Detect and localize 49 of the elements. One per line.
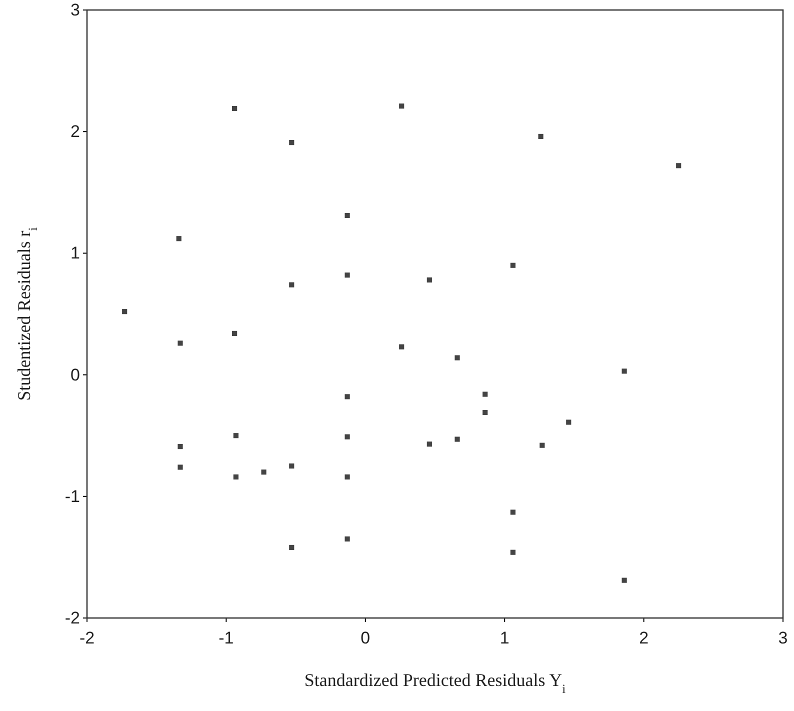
point [176, 236, 182, 242]
point [510, 550, 516, 555]
point [233, 433, 238, 438]
y-tick-label: 2 [70, 122, 80, 142]
point [566, 420, 572, 425]
point [426, 442, 432, 447]
point [178, 464, 183, 470]
x-tick-label: 2 [639, 628, 649, 648]
y-tick-label: -1 [64, 486, 80, 506]
point [178, 340, 183, 346]
point [289, 463, 294, 469]
y-tick-label: -2 [64, 608, 80, 628]
point [232, 330, 238, 336]
point [289, 544, 294, 550]
point [426, 277, 432, 282]
y-tick-label: 1 [70, 244, 80, 263]
point [399, 344, 404, 350]
point [540, 442, 545, 448]
point [399, 104, 404, 109]
point [538, 134, 544, 140]
point [261, 470, 266, 475]
point [344, 394, 350, 400]
point [510, 510, 516, 515]
point [482, 410, 488, 416]
point [178, 444, 183, 450]
x-tick-label: -1 [218, 628, 234, 648]
point [344, 272, 350, 278]
x-axis-title: Standardized Predicted Residuals Y$_{i}$ [304, 670, 566, 696]
point [122, 309, 128, 314]
point [622, 368, 627, 374]
point [344, 536, 350, 542]
point [676, 163, 682, 168]
point [289, 282, 294, 288]
point [510, 262, 516, 268]
point [344, 474, 350, 480]
point [344, 434, 350, 440]
point [289, 140, 294, 146]
point [482, 392, 488, 397]
point [454, 436, 460, 442]
x-tick-label: 1 [500, 628, 510, 648]
point [622, 578, 627, 583]
x-tick-label: 0 [360, 628, 370, 648]
y-tick-label: 0 [70, 365, 80, 384]
x-tick-label: 3 [778, 628, 788, 648]
point [232, 106, 238, 112]
point [454, 355, 460, 360]
y-tick-label: 3 [70, 0, 80, 20]
point [233, 474, 238, 480]
point [344, 212, 350, 218]
